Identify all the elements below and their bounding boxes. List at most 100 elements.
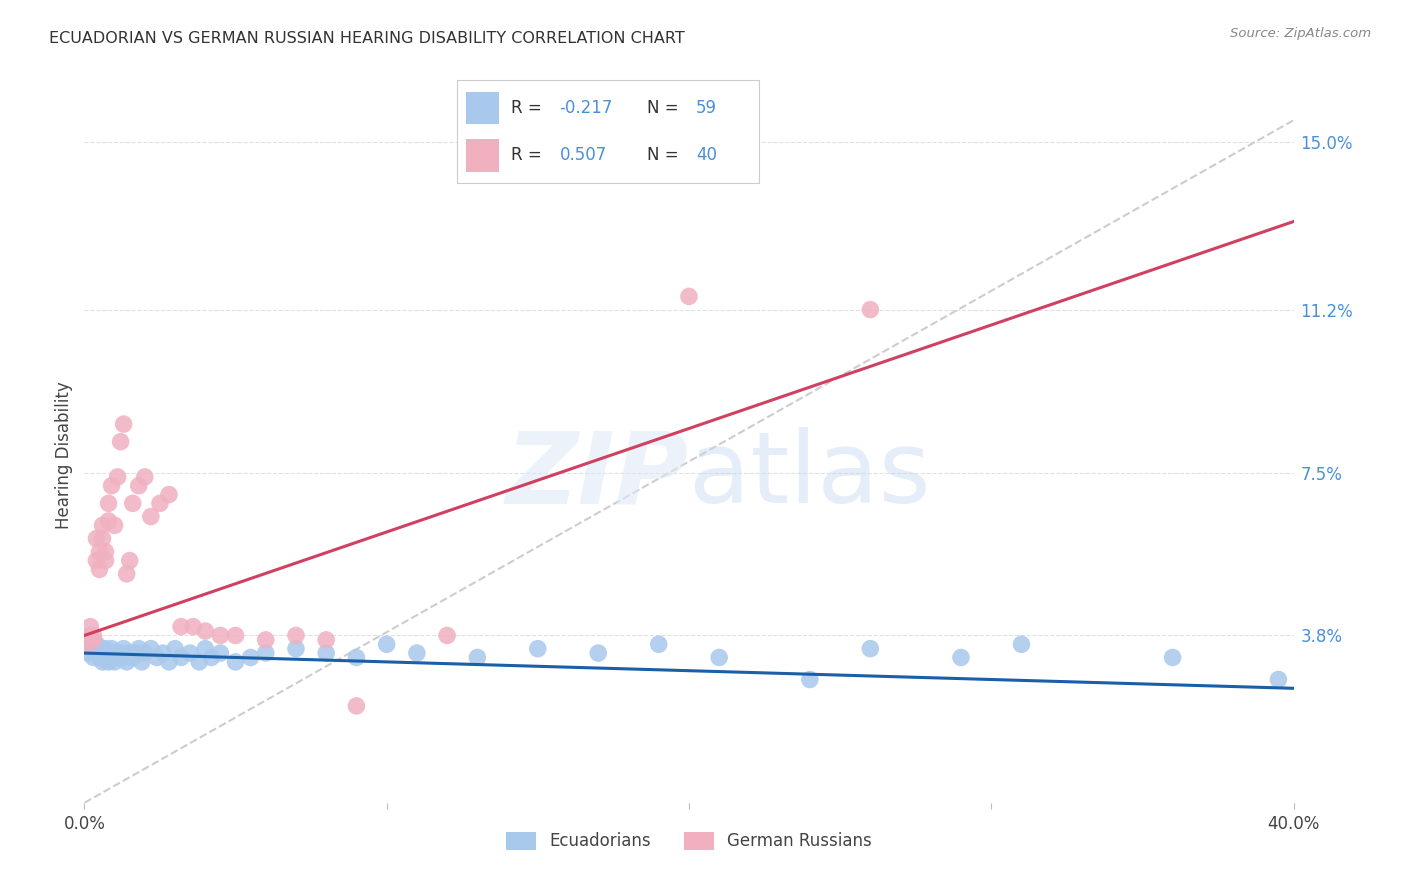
- Point: [149, 496, 172, 510]
- Point: [200, 650, 222, 665]
- Text: ECUADORIAN VS GERMAN RUSSIAN HEARING DISABILITY CORRELATION CHART: ECUADORIAN VS GERMAN RUSSIAN HEARING DIS…: [49, 31, 685, 46]
- Point: [89, 562, 111, 576]
- Point: [285, 641, 308, 656]
- Point: [170, 620, 193, 634]
- Text: R =: R =: [512, 99, 547, 117]
- Point: [86, 553, 108, 567]
- Point: [91, 655, 114, 669]
- Point: [89, 545, 111, 559]
- Point: [209, 628, 232, 642]
- Point: [678, 289, 700, 303]
- Text: N =: N =: [647, 146, 685, 164]
- Point: [799, 673, 821, 687]
- Point: [157, 655, 180, 669]
- Point: [79, 628, 101, 642]
- Point: [107, 650, 129, 665]
- Point: [91, 518, 114, 533]
- Point: [648, 637, 671, 651]
- Point: [152, 646, 174, 660]
- Point: [188, 655, 211, 669]
- Point: [194, 641, 217, 656]
- Point: [950, 650, 973, 665]
- Text: N =: N =: [647, 99, 685, 117]
- Point: [110, 646, 132, 660]
- Point: [406, 646, 429, 660]
- Point: [86, 637, 108, 651]
- Point: [112, 641, 135, 656]
- Point: [157, 487, 180, 501]
- Text: 0.507: 0.507: [560, 146, 607, 164]
- Point: [125, 646, 148, 660]
- Point: [89, 641, 111, 656]
- Point: [82, 632, 104, 647]
- Point: [86, 532, 108, 546]
- Point: [100, 479, 122, 493]
- Point: [94, 641, 117, 656]
- Point: [104, 655, 127, 669]
- Text: atlas: atlas: [689, 427, 931, 524]
- Point: [285, 628, 308, 642]
- Point: [527, 641, 550, 656]
- Point: [118, 553, 141, 567]
- Point: [79, 637, 101, 651]
- Point: [146, 650, 169, 665]
- Point: [1011, 637, 1033, 651]
- Point: [97, 646, 120, 660]
- Point: [134, 470, 156, 484]
- Point: [112, 650, 135, 665]
- Point: [709, 650, 731, 665]
- Text: ZIP: ZIP: [506, 427, 689, 524]
- Point: [110, 434, 132, 449]
- Point: [194, 624, 217, 638]
- Point: [121, 496, 143, 510]
- Point: [107, 470, 129, 484]
- Point: [104, 518, 127, 533]
- Point: [94, 545, 117, 559]
- Point: [254, 632, 277, 647]
- Point: [82, 641, 104, 656]
- Point: [467, 650, 489, 665]
- Point: [112, 417, 135, 431]
- Point: [128, 641, 150, 656]
- FancyBboxPatch shape: [465, 92, 499, 124]
- Point: [91, 646, 114, 660]
- Point: [76, 646, 98, 660]
- Point: [115, 566, 138, 581]
- Point: [170, 650, 193, 665]
- Point: [82, 650, 104, 665]
- Point: [165, 641, 187, 656]
- Point: [346, 698, 368, 713]
- Point: [179, 646, 201, 660]
- Point: [1267, 673, 1289, 687]
- Text: 59: 59: [696, 99, 717, 117]
- Point: [254, 646, 277, 660]
- Point: [139, 641, 162, 656]
- Point: [436, 628, 458, 642]
- Point: [588, 646, 610, 660]
- Point: [1161, 650, 1184, 665]
- Point: [118, 646, 141, 660]
- Text: -0.217: -0.217: [560, 99, 613, 117]
- Point: [139, 509, 162, 524]
- Y-axis label: Hearing Disability: Hearing Disability: [55, 381, 73, 529]
- Point: [128, 479, 150, 493]
- Point: [375, 637, 398, 651]
- Point: [121, 650, 143, 665]
- Point: [100, 650, 122, 665]
- Point: [181, 620, 204, 634]
- Legend: Ecuadorians, German Russians: Ecuadorians, German Russians: [499, 825, 879, 857]
- Point: [86, 646, 108, 660]
- Point: [91, 532, 114, 546]
- Point: [89, 650, 111, 665]
- Point: [104, 646, 127, 660]
- Point: [315, 646, 337, 660]
- Text: R =: R =: [512, 146, 547, 164]
- Point: [115, 655, 138, 669]
- Point: [97, 655, 120, 669]
- Point: [94, 650, 117, 665]
- Point: [131, 655, 153, 669]
- Point: [76, 637, 98, 651]
- Point: [134, 646, 156, 660]
- Point: [239, 650, 262, 665]
- Point: [209, 646, 232, 660]
